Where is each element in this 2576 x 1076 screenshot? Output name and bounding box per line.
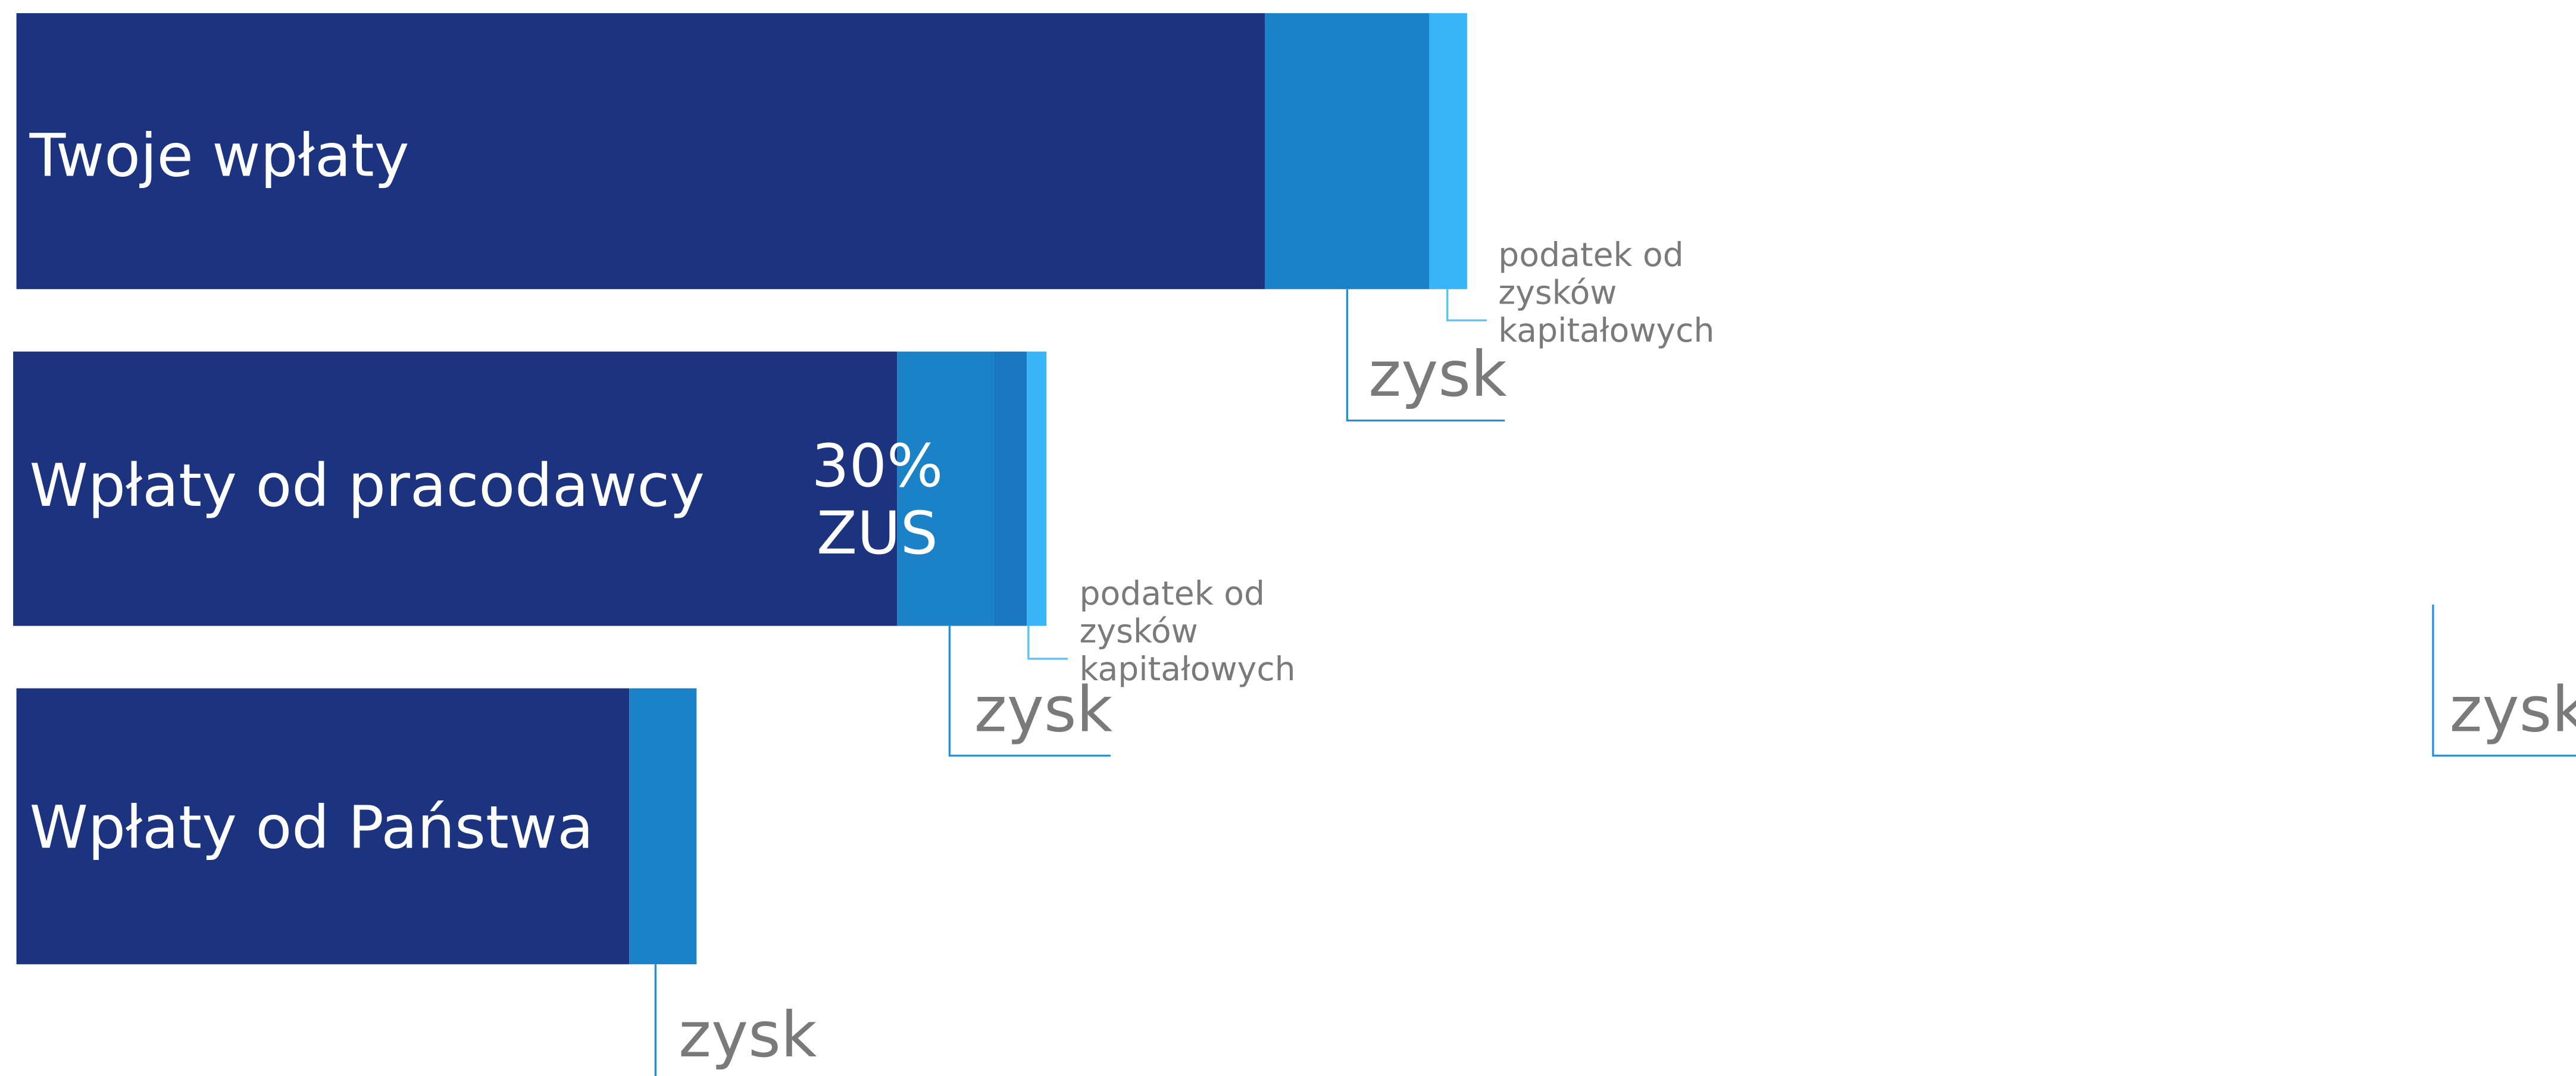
extra-callout-line bbox=[2432, 604, 2576, 757]
inner-label: 30% bbox=[812, 432, 943, 501]
gain-segment bbox=[897, 351, 994, 626]
contribution-segment bbox=[16, 13, 1265, 289]
gain-segment bbox=[993, 351, 1027, 626]
gain-segment bbox=[629, 688, 697, 965]
gain-label: zysk bbox=[1368, 338, 1507, 411]
tax-segment bbox=[1429, 13, 1467, 289]
gain-label: zysk bbox=[679, 999, 817, 1071]
tax-label: zysków bbox=[1498, 274, 1617, 312]
bar-3: Wpłaty od Państwa zysk bbox=[16, 688, 817, 1076]
tax-label: podatek od bbox=[1079, 575, 1265, 613]
extra-label: zysk bbox=[2449, 673, 2576, 746]
tax-label: kapitałowych bbox=[1498, 312, 1714, 350]
gain-callout-line bbox=[948, 625, 1111, 757]
gain-segment bbox=[1265, 13, 1430, 289]
bar-1: Twoje wpłaty zysk podatek od zysków kapi… bbox=[16, 13, 1715, 422]
bar-label: Wpłaty od Państwa bbox=[30, 793, 593, 862]
tax-label: kapitałowych bbox=[1079, 650, 1295, 689]
tax-callout-line bbox=[1027, 625, 1068, 660]
inner-label: ZUS bbox=[817, 499, 938, 568]
bar-label: Twoje wpłaty bbox=[29, 121, 409, 190]
gain-callout-line bbox=[1346, 289, 1505, 422]
contribution-segment bbox=[13, 351, 898, 626]
tax-segment bbox=[1027, 351, 1047, 626]
tax-callout-line bbox=[1446, 289, 1487, 321]
tax-label: podatek od bbox=[1498, 236, 1684, 274]
contribution-segment bbox=[16, 688, 630, 965]
tax-label: zysków bbox=[1079, 612, 1198, 650]
bar-label: Wpłaty od pracodawcy bbox=[30, 452, 705, 520]
gain-label: zysk bbox=[974, 673, 1113, 746]
bar-2: Wpłaty od pracodawcy 30% ZUS zysk podate… bbox=[13, 351, 1296, 757]
